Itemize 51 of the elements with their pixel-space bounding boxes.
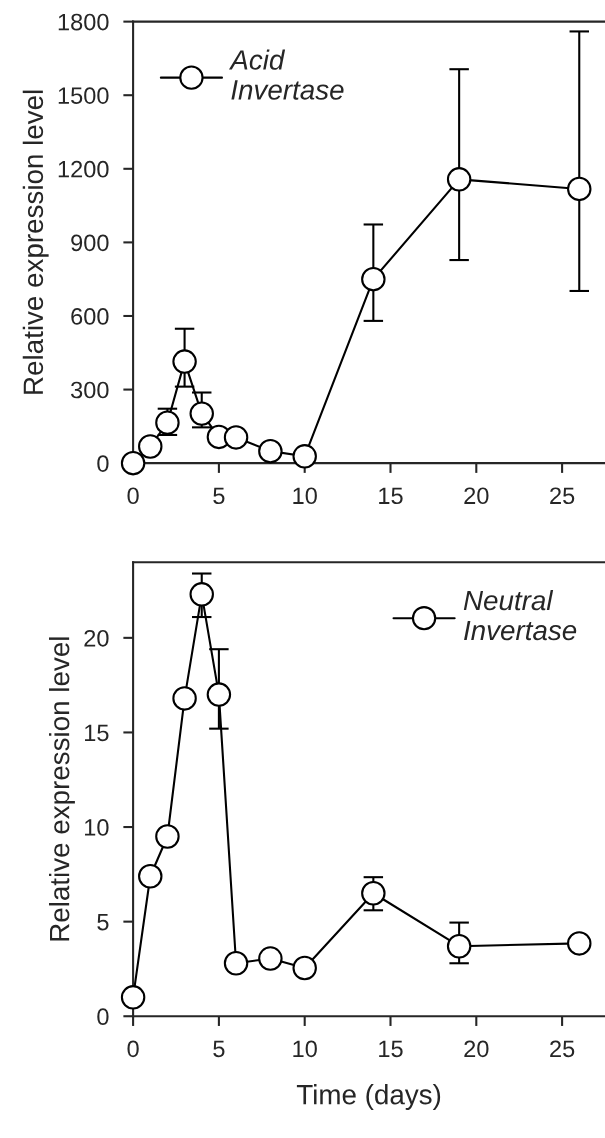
point	[172, 686, 197, 711]
x-tick-label: 25	[550, 487, 575, 505]
x-tick-label: 0	[127, 1040, 139, 1058]
y-tick-label: 1200	[58, 160, 109, 178]
y-tick-label: 0	[97, 455, 109, 472]
x-axis-title: Time (days)	[296, 1084, 441, 1110]
point	[446, 934, 472, 959]
y-tick-label: 5	[97, 913, 109, 931]
y-tick-label: 600	[71, 308, 109, 325]
point	[361, 881, 386, 906]
point	[223, 425, 249, 450]
point	[172, 349, 197, 374]
point	[292, 444, 317, 469]
point	[206, 682, 232, 707]
point	[446, 167, 472, 192]
y-tick-label: 10	[85, 819, 109, 836]
x-tick-label: 25	[550, 1040, 575, 1058]
x-tick-label: 15	[379, 487, 403, 505]
point	[189, 582, 214, 607]
point	[567, 931, 592, 956]
y-tick-label: 1800	[58, 13, 109, 31]
point	[155, 824, 180, 849]
x-tick-label: 10	[293, 1040, 317, 1058]
y-tick-label: 0	[97, 1008, 109, 1026]
y-axis-title: Relative expression level	[22, 90, 49, 394]
point	[120, 450, 146, 476]
point	[223, 951, 249, 976]
point	[138, 434, 163, 459]
x-tick-label: 15	[379, 1040, 403, 1058]
point	[292, 955, 317, 981]
point	[120, 985, 146, 1010]
y-tick-label: 20	[84, 629, 109, 647]
point	[258, 946, 283, 971]
legend-label: Acid Invertase	[228, 49, 344, 100]
point	[138, 863, 163, 889]
point	[258, 438, 283, 464]
y-tick-label: 15	[85, 724, 109, 742]
legend-label: Neutral Invertase	[463, 589, 577, 641]
point	[189, 401, 214, 426]
x-tick-label: 20	[464, 1040, 489, 1058]
y-axis-title: Relative expression level	[49, 637, 75, 941]
x-tick-label: 5	[213, 1040, 225, 1058]
point	[567, 176, 592, 202]
x-tick-label: 5	[213, 487, 225, 505]
x-tick-label: 10	[293, 487, 317, 505]
y-tick-label: 900	[71, 234, 109, 252]
point	[361, 266, 386, 292]
y-tick-label: 300	[71, 381, 109, 399]
x-tick-label: 0	[127, 487, 139, 505]
x-tick-label: 20	[464, 487, 489, 505]
y-tick-label: 1500	[58, 87, 109, 104]
